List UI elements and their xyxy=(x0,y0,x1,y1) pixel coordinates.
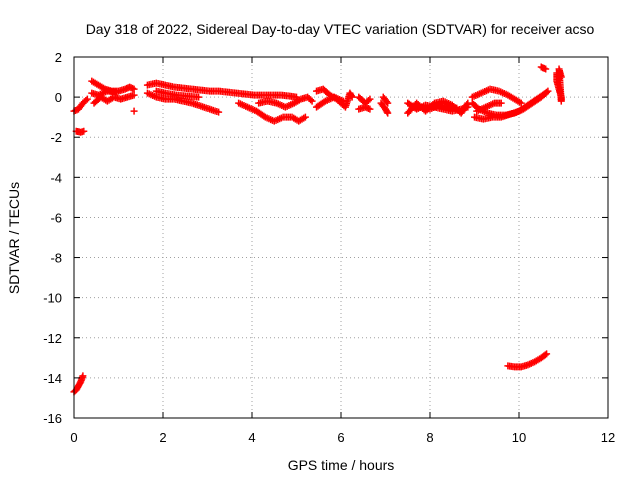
data-point-marker xyxy=(383,98,391,106)
data-series-segment xyxy=(143,89,223,116)
data-point-marker xyxy=(540,90,548,98)
x-tick-label: 8 xyxy=(426,430,433,445)
y-tick-label: -14 xyxy=(43,371,62,386)
data-point-marker xyxy=(366,95,374,103)
data-series-segment xyxy=(255,93,316,111)
y-tick-label: 2 xyxy=(55,50,62,65)
data-series-segment xyxy=(408,101,461,113)
x-tick-label: 10 xyxy=(512,430,526,445)
data-series-segment xyxy=(72,127,88,136)
data-series-segment xyxy=(313,93,347,111)
data-point-marker xyxy=(517,99,525,107)
y-tick-label: -16 xyxy=(43,411,62,426)
data-point-marker xyxy=(384,109,392,117)
data-series-segment xyxy=(504,350,551,371)
y-tick-label: -10 xyxy=(43,291,62,306)
x-tick-label: 0 xyxy=(70,430,77,445)
data-series-segment xyxy=(377,99,392,117)
data-points xyxy=(70,63,565,396)
data-series-segment xyxy=(473,99,505,115)
data-point-marker xyxy=(543,350,551,358)
x-tick-label: 12 xyxy=(601,430,615,445)
data-point-marker xyxy=(366,105,374,113)
x-tick-label: 2 xyxy=(159,430,166,445)
data-series-segment xyxy=(90,91,138,107)
data-series-segment xyxy=(143,79,300,101)
data-series-segment xyxy=(471,89,550,123)
data-series-segment xyxy=(553,65,565,105)
data-point-marker xyxy=(453,104,461,112)
x-tick-label: 6 xyxy=(337,430,344,445)
y-tick-label: -12 xyxy=(43,331,62,346)
data-point-marker xyxy=(130,91,138,99)
data-point-marker xyxy=(195,93,203,101)
data-series-segment xyxy=(468,85,525,107)
data-point-marker xyxy=(384,99,392,107)
y-axis-label: SDTVAR / TECUs xyxy=(6,182,22,294)
data-point-marker xyxy=(557,73,565,81)
data-point-marker xyxy=(339,97,347,105)
data-point-marker xyxy=(83,95,91,103)
data-point-marker xyxy=(130,85,138,93)
data-point-marker xyxy=(307,96,315,104)
data-point-marker xyxy=(541,351,549,359)
data-point-marker xyxy=(308,97,316,105)
y-tick-label: -6 xyxy=(50,210,62,225)
data-point-marker xyxy=(497,99,505,107)
data-point-marker xyxy=(463,101,471,109)
data-point-marker xyxy=(79,372,87,380)
data-series-segment xyxy=(537,63,550,73)
x-axis-label: GPS time / hours xyxy=(288,457,395,473)
data-series-segment xyxy=(235,99,309,125)
data-series-segment xyxy=(355,93,374,107)
data-point-marker xyxy=(542,89,550,97)
data-point-marker xyxy=(301,113,309,121)
data-series-segment xyxy=(355,103,374,113)
y-tick-label: -8 xyxy=(50,251,62,266)
data-point-marker xyxy=(542,65,550,73)
data-point-marker xyxy=(215,108,223,116)
data-series-segment xyxy=(152,87,203,101)
axis-ticks: 0 2 4 6 8 10 12 2 0 -2 -4 -6 -8 -10 -12 -14 -16 xyxy=(43,50,615,445)
data-point-marker xyxy=(112,88,120,96)
data-point-marker xyxy=(348,93,356,101)
data-series-segment xyxy=(70,372,87,396)
y-tick-label: -2 xyxy=(50,130,62,145)
chart-title: Day 318 of 2022, Sidereal Day-to-day VTE… xyxy=(86,21,595,37)
y-tick-label: 0 xyxy=(55,90,62,105)
data-series-segment xyxy=(130,107,138,115)
x-tick-label: 4 xyxy=(248,430,255,445)
y-tick-label: -4 xyxy=(50,170,62,185)
data-point-marker xyxy=(82,96,90,104)
data-series-segment xyxy=(88,87,120,99)
data-point-marker xyxy=(80,127,88,135)
data-point-marker xyxy=(130,107,138,115)
data-point-marker xyxy=(364,96,372,104)
data-series-segment xyxy=(379,93,392,107)
